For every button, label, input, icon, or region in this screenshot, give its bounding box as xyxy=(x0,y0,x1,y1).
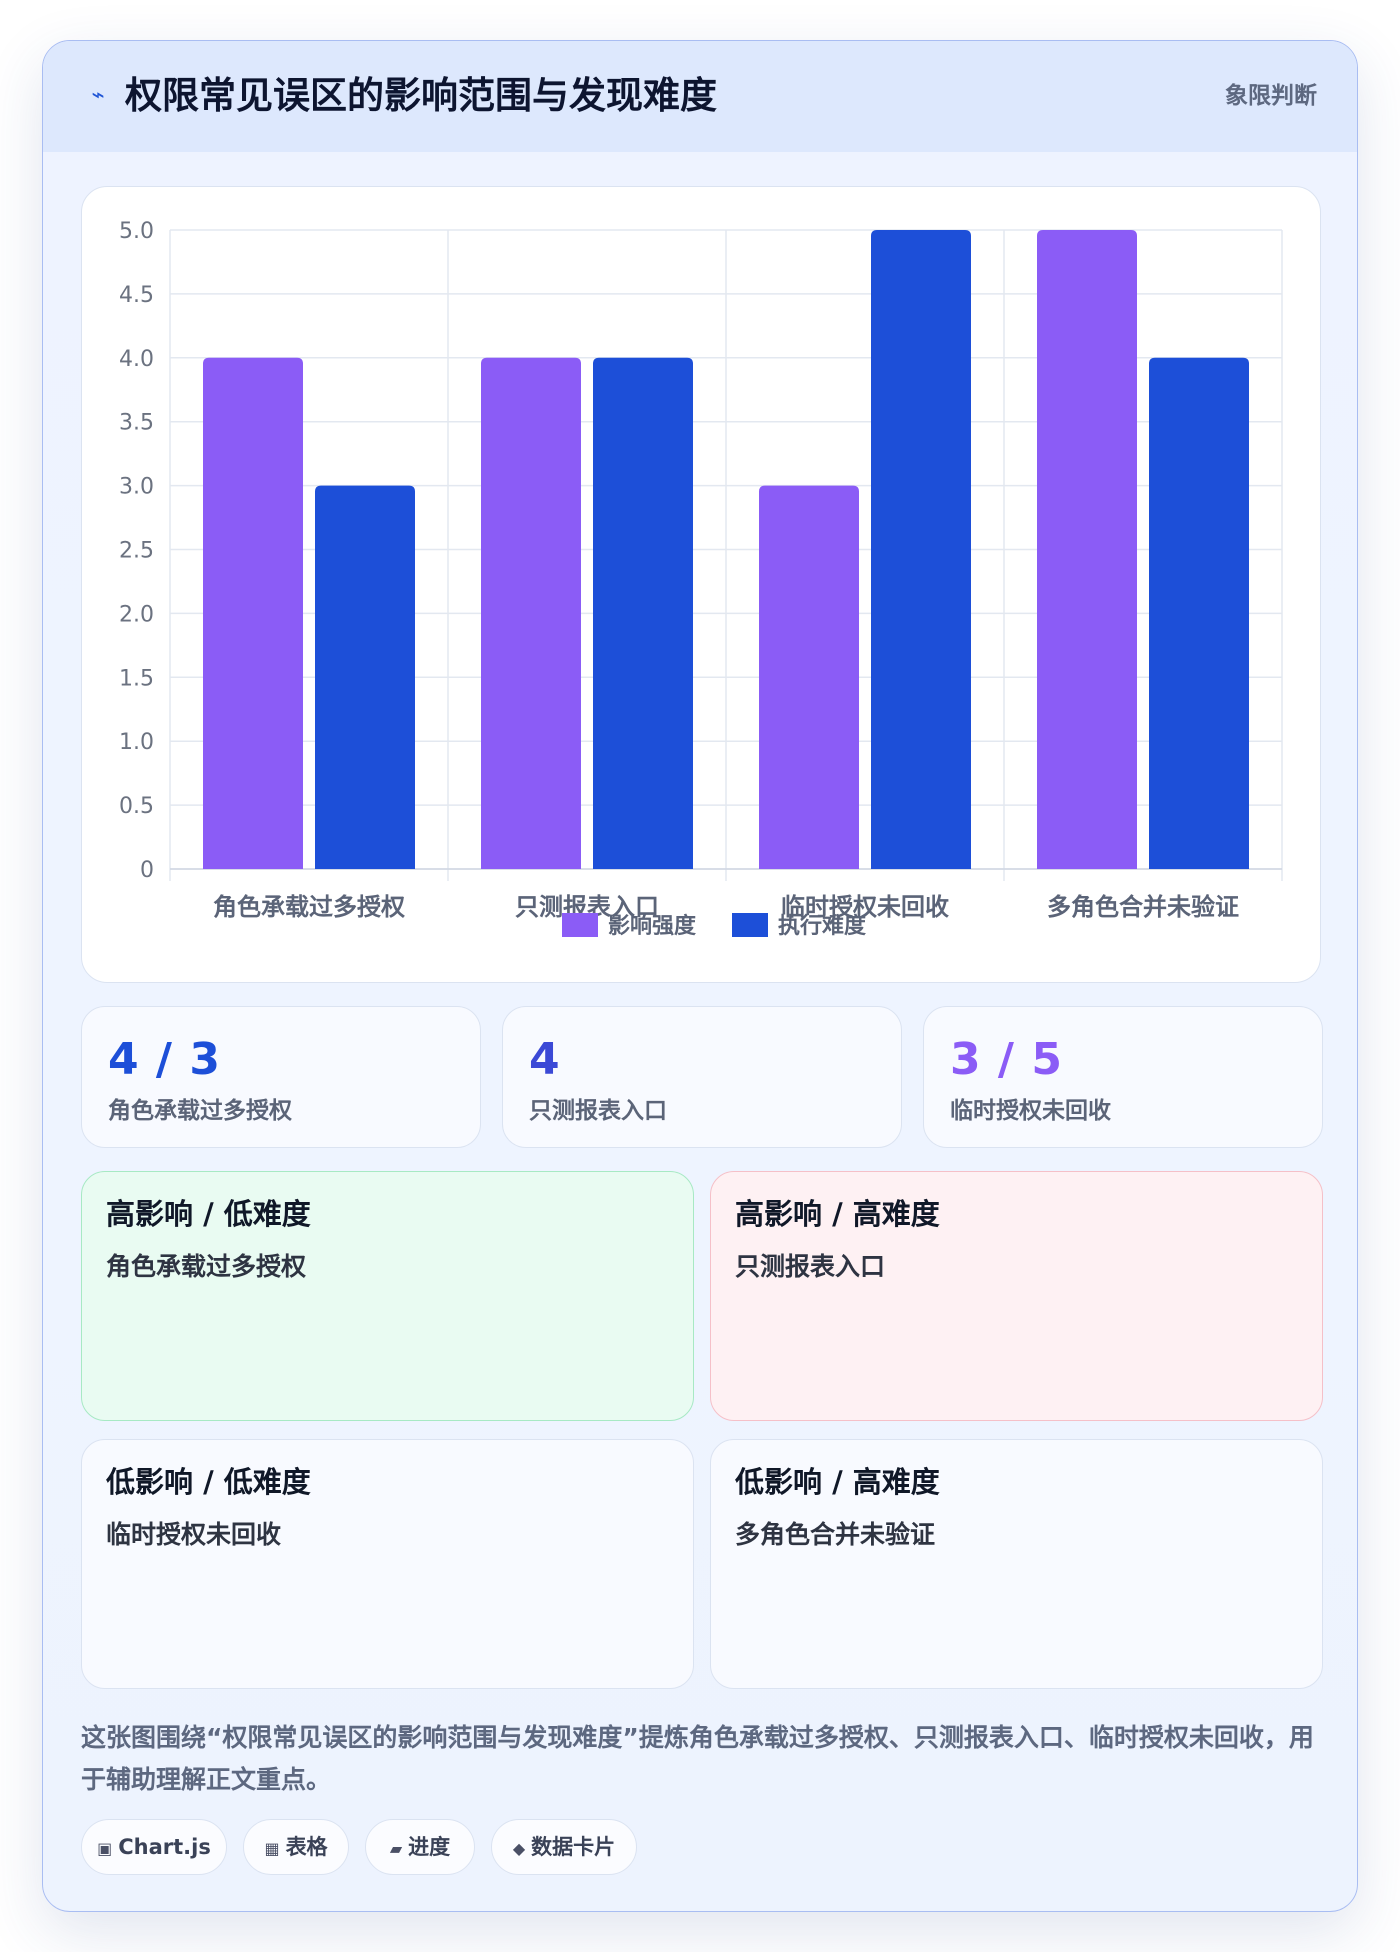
legend-swatch xyxy=(562,913,598,937)
y-tick-label: 0 xyxy=(140,858,154,883)
chart-card: ⌁ 权限常见误区的影响范围与发现难度 象限判断 0 0.5 1.0 1.5 2.0 2.5… xyxy=(42,40,1358,1912)
pill-label: 数据卡片 xyxy=(531,1835,616,1859)
y-tick-label: 0.5 xyxy=(119,794,154,819)
quadrant-title: 高影响 / 低难度 xyxy=(106,1197,311,1231)
y-tick-label: 2.0 xyxy=(119,602,154,627)
bar xyxy=(871,230,971,869)
y-tick-label: 3.0 xyxy=(119,475,154,500)
bar xyxy=(315,485,415,869)
diamond-icon: ◆ xyxy=(512,1839,526,1858)
bar xyxy=(593,357,693,869)
page-title: 权限常见误区的影响范围与发现难度 xyxy=(125,74,717,117)
progress-icon: ▰ xyxy=(389,1839,403,1858)
quadrant-high-impact-low-difficulty: 高影响 / 低难度 角色承载过多授权 xyxy=(81,1171,694,1421)
legend-label: 影响强度 xyxy=(608,913,697,939)
tag-chartjs: ▣ Chart.js xyxy=(81,1819,227,1875)
table-icon: ▦ xyxy=(264,1839,280,1858)
quadrant-high-impact-high-difficulty: 高影响 / 高难度 只测报表入口 xyxy=(710,1171,1323,1421)
bar xyxy=(481,357,581,869)
legend-label: 执行难度 xyxy=(778,913,867,939)
tag-data-card: ◆ 数据卡片 xyxy=(491,1819,637,1875)
bar xyxy=(203,357,303,869)
x-tick-label: 多角色合并未验证 xyxy=(1047,893,1239,921)
chart-icon: ▣ xyxy=(97,1839,113,1858)
x-tick-label: 角色承载过多授权 xyxy=(213,893,405,921)
tag-table: ▦ 表格 xyxy=(243,1819,349,1875)
stat-label: 角色承载过多授权 xyxy=(108,1098,292,1124)
stat-card-1: 4 / 3 角色承载过多授权 xyxy=(81,1006,481,1148)
tag-progress: ▰ 进度 xyxy=(365,1819,475,1875)
card-header: ⌁ 权限常见误区的影响范围与发现难度 象限判断 xyxy=(43,41,1357,152)
quadrant-low-impact-high-difficulty: 低影响 / 高难度 多角色合并未验证 xyxy=(710,1439,1323,1689)
legend-swatch xyxy=(732,913,768,937)
quadrant-item: 多角色合并未验证 xyxy=(735,1520,936,1549)
y-tick-label: 3.5 xyxy=(119,411,154,436)
header-tag: 象限判断 xyxy=(1225,83,1317,109)
bar-chart-panel: 0 0.5 1.0 1.5 2.0 2.5 3.0 3.5 4.0 4.5 5.0 角色承载过多授权只… xyxy=(81,186,1321,983)
y-tick-label: 1.0 xyxy=(119,730,154,755)
stat-value: 3 / 5 xyxy=(950,1034,1063,1085)
stat-value: 4 / 3 xyxy=(108,1034,221,1085)
stat-card-3: 3 / 5 临时授权未回收 xyxy=(923,1006,1323,1148)
stat-label: 临时授权未回收 xyxy=(950,1098,1111,1124)
y-tick-label: 5.0 xyxy=(119,219,154,244)
bar xyxy=(759,485,859,869)
quadrant-item: 只测报表入口 xyxy=(735,1252,886,1281)
pill-label: 进度 xyxy=(408,1835,451,1859)
quadrant-title: 高影响 / 高难度 xyxy=(735,1197,940,1231)
bar-chart: 00.51.01.52.02.53.03.54.04.55.0角色承载过多授权只… xyxy=(119,219,1283,939)
pill-label: Chart.js xyxy=(118,1835,211,1859)
quadrant-item: 临时授权未回收 xyxy=(106,1520,282,1549)
stat-value: 4 xyxy=(529,1034,561,1085)
y-tick-label: 4.5 xyxy=(119,283,154,308)
bar xyxy=(1037,230,1137,869)
lightning-icon: ⌁ xyxy=(91,83,105,108)
y-tick-label: 1.5 xyxy=(119,666,154,691)
x-tick-label: 临时授权未回收 xyxy=(781,893,949,921)
y-tick-label: 4.0 xyxy=(119,347,154,372)
quadrant-item: 角色承载过多授权 xyxy=(106,1252,307,1281)
stat-card-2: 4 只测报表入口 xyxy=(502,1006,902,1148)
quadrant-title: 低影响 / 高难度 xyxy=(735,1465,940,1499)
y-tick-label: 2.5 xyxy=(119,539,154,564)
quadrant-title: 低影响 / 低难度 xyxy=(106,1465,311,1499)
pill-label: 表格 xyxy=(285,1835,328,1859)
quadrant-low-impact-low-difficulty: 低影响 / 低难度 临时授权未回收 xyxy=(81,1439,694,1689)
bar xyxy=(1149,357,1249,869)
stat-label: 只测报表入口 xyxy=(529,1098,667,1124)
chart-description: 这张图围绕“权限常见误区的影响范围与发现难度”提炼角色承载过多授权、只测报表入口… xyxy=(81,1723,1314,1794)
